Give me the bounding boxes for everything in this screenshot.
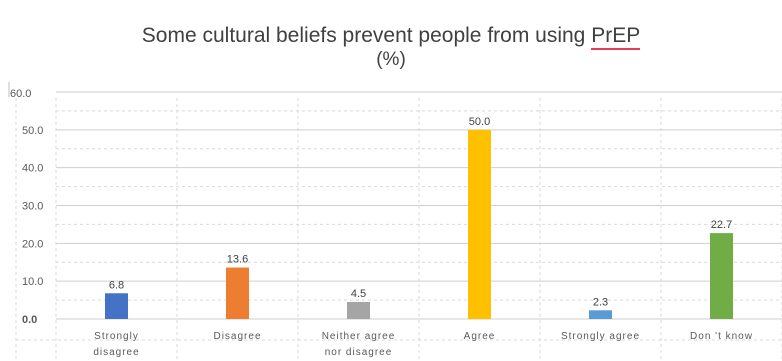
y-tick-label: 10.0 — [22, 276, 43, 288]
chart-title-underlined: PrEP — [591, 24, 641, 50]
bar — [226, 267, 249, 319]
chart-subtitle: (%) — [376, 49, 406, 70]
bar — [589, 310, 612, 319]
category-label: Strongly — [94, 331, 139, 342]
y-tick-label: 50.0 — [22, 125, 43, 137]
y-tick-label: 0.0 — [22, 314, 37, 326]
data-label: 50.0 — [469, 116, 490, 128]
category-label: nor disagree — [325, 347, 393, 358]
category-label: Neither agree — [322, 331, 396, 342]
chart-title-text: Some cultural beliefs prevent people fro… — [141, 24, 592, 47]
category-label: Agree — [464, 331, 496, 342]
y-tick-label: 20.0 — [22, 238, 43, 250]
bar — [105, 293, 128, 319]
bar — [347, 301, 370, 319]
data-label: 6.8 — [109, 279, 124, 291]
y-tick-label: 30.0 — [22, 201, 43, 213]
category-label: Don 't know — [690, 331, 753, 342]
data-label: 2.3 — [593, 296, 608, 308]
bar — [710, 233, 733, 319]
data-label: 22.7 — [711, 219, 732, 231]
category-label: Strongly agree — [561, 331, 640, 342]
chart-title: Some cultural beliefs prevent people fro… — [0, 24, 782, 50]
bar — [468, 129, 491, 319]
data-label: 4.5 — [351, 288, 366, 300]
y-tick-label: 60.0 — [10, 88, 31, 100]
y-tick-label: 40.0 — [22, 163, 43, 175]
data-label: 13.6 — [227, 254, 248, 266]
category-label: disagree — [93, 347, 139, 358]
category-label: Disagree — [213, 331, 261, 342]
